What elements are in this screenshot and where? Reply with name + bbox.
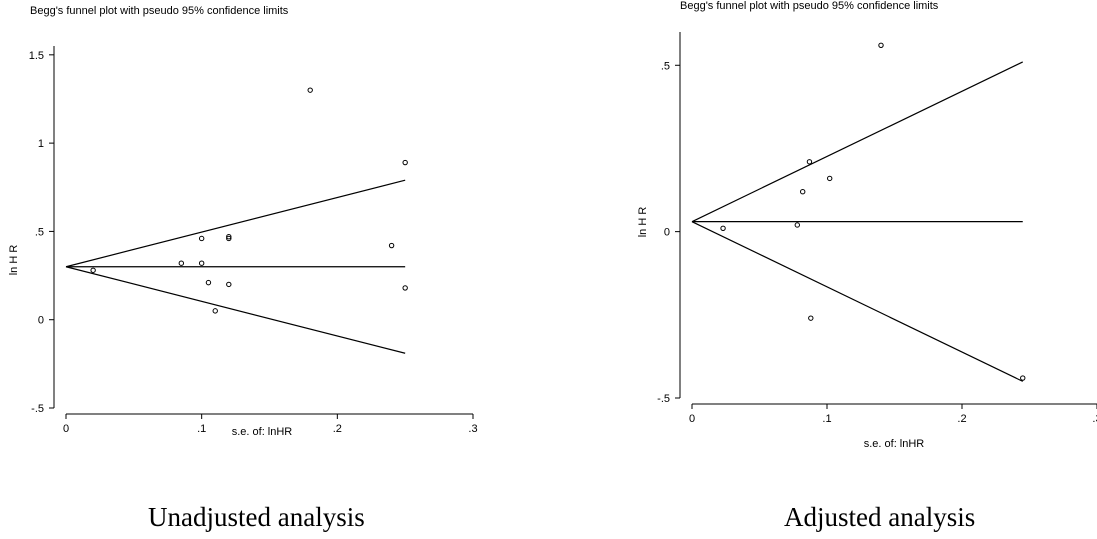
study-point [226, 281, 232, 288]
study-point [178, 260, 185, 266]
upper-confidence-limit-line [691, 61, 1024, 223]
funnel-plot-svg: -.5 0 .5 0 .1 .2 .3 ln H R s.e. of: lnHR [637, 32, 1097, 450]
x-axis-label: s.e. of: lnHR [232, 426, 293, 438]
y-tick-label: .5 [661, 60, 670, 72]
study-point [307, 87, 313, 93]
x-tick-label: .2 [333, 423, 342, 435]
study-point [205, 279, 212, 286]
study-point [806, 159, 813, 165]
x-tick-label: .1 [822, 413, 831, 425]
y-tick-label: 1.5 [29, 50, 44, 62]
y-tick-label: -.5 [31, 403, 44, 415]
study-point [1020, 375, 1026, 381]
chart-title: Begg's funnel plot with pseudo 95% confi… [680, 0, 939, 12]
study-point [827, 175, 833, 182]
caption-unadjusted: Unadjusted analysis [148, 502, 365, 532]
x-tick-label: .1 [197, 423, 206, 435]
y-tick-label: 0 [664, 227, 670, 239]
study-point [402, 159, 408, 166]
study-point [720, 225, 726, 232]
funnel-plot-unadjusted: Begg's funnel plot with pseudo 95% confi… [0, 0, 500, 450]
lower-confidence-limit-line [691, 221, 1024, 382]
study-point [198, 260, 205, 266]
chart-title: Begg's funnel plot with pseudo 95% confi… [30, 5, 289, 17]
funnel-plot-svg: -.5 0 .5 1 1.5 0 .1 .2 .3 ln H R s.e. of: lnHR [8, 46, 478, 438]
study-point [226, 234, 232, 240]
x-tick-label: .2 [957, 413, 966, 425]
study-point [388, 242, 395, 249]
study-point [794, 222, 801, 228]
study-point [198, 235, 205, 242]
study-point [90, 267, 96, 273]
lower-confidence-limit-line [65, 266, 406, 354]
x-tick-label: .3 [1092, 413, 1097, 425]
y-axis-label: ln H R [8, 245, 20, 276]
y-tick-label: -.5 [657, 393, 670, 405]
study-point [402, 285, 408, 291]
study-point [226, 235, 232, 242]
x-tick-label: .3 [468, 423, 477, 435]
y-tick-label: .5 [35, 226, 44, 238]
caption-adjusted: Adjusted analysis [784, 502, 976, 532]
funnel-plot-adjusted: Begg's funnel plot with pseudo 95% confi… [560, 0, 1097, 450]
study-point [212, 308, 218, 314]
study-point [800, 189, 806, 195]
x-tick-label: 0 [689, 413, 695, 425]
y-tick-label: 0 [38, 315, 44, 327]
x-axis-label: s.e. of: lnHR [864, 438, 925, 450]
x-tick-label: 0 [63, 423, 69, 435]
y-tick-label: 1 [38, 138, 44, 150]
upper-confidence-limit-line [65, 179, 406, 268]
study-point [808, 315, 814, 321]
study-point [878, 42, 884, 49]
y-axis-label: ln H R [637, 207, 649, 238]
